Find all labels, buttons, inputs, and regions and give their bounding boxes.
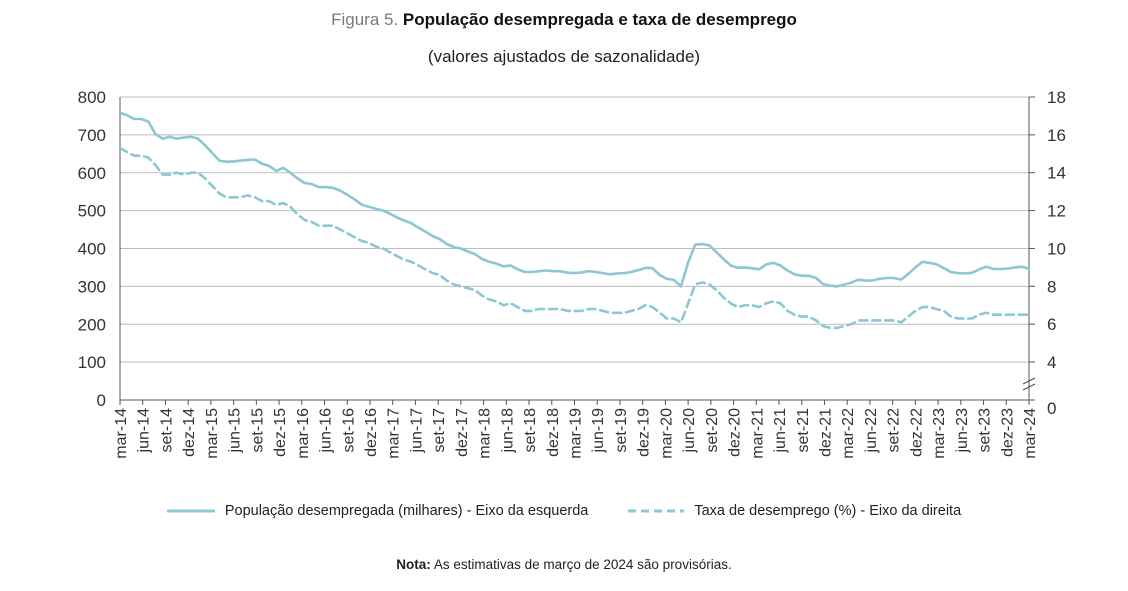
x-tick-label: mar-23 bbox=[931, 408, 948, 459]
x-tick-label: dez-16 bbox=[363, 408, 380, 457]
x-tick-label: set-22 bbox=[886, 408, 903, 453]
series-lines bbox=[118, 111, 1031, 330]
figure-number: Figura 5. bbox=[331, 10, 399, 29]
line-chart: 800 700 600 500 400 300 200 100 0 18 16 14 12 10 8 6 4 0… bbox=[78, 88, 1066, 459]
x-tick-label: set-21 bbox=[795, 408, 812, 453]
footnote-text: As estimativas de março de 2024 são prov… bbox=[433, 557, 732, 572]
left-tick-label: 600 bbox=[78, 164, 106, 183]
right-tick-label: 10 bbox=[1047, 239, 1066, 258]
x-tick-label: jun-22 bbox=[863, 408, 880, 454]
right-tick-label: 16 bbox=[1047, 126, 1066, 145]
chart-subtitle: (valores ajustados de sazonalidade) bbox=[427, 47, 701, 66]
x-tick-label: set-18 bbox=[522, 408, 539, 453]
x-tick-label: dez-18 bbox=[545, 408, 562, 457]
x-tick-label: jun-16 bbox=[318, 408, 335, 454]
legend-label-population: População desempregada (milhares) - Eixo… bbox=[224, 503, 589, 519]
chart-title: Figura 5. População desempregada e taxa … bbox=[0, 10, 1128, 30]
x-tick-label: mar-24 bbox=[1022, 408, 1039, 459]
x-tick-label: mar-15 bbox=[204, 408, 221, 459]
x-tick-label: mar-19 bbox=[568, 408, 585, 459]
x-tick-label: mar-16 bbox=[295, 408, 312, 459]
x-tick-label: jun-14 bbox=[136, 408, 153, 454]
x-tick-label: jun-21 bbox=[772, 408, 789, 454]
right-tick-label: 0 bbox=[1047, 399, 1056, 418]
x-tick-label: mar-21 bbox=[749, 408, 766, 459]
solid-line-swatch bbox=[166, 509, 215, 513]
left-tick-label: 300 bbox=[78, 277, 106, 296]
x-tick-label: jun-18 bbox=[499, 408, 516, 454]
left-tick-label: 100 bbox=[78, 353, 106, 372]
footnote-label: Nota: bbox=[396, 557, 431, 572]
left-tick-label: 700 bbox=[78, 126, 106, 145]
x-tick-label: jun-19 bbox=[590, 408, 607, 454]
series-line-population bbox=[118, 111, 1031, 288]
x-tick-label: jun-17 bbox=[408, 408, 425, 454]
x-tick-label: mar-14 bbox=[113, 408, 130, 459]
x-tick-label: set-15 bbox=[249, 408, 266, 453]
x-axis-ticks: mar-14 jun-14 set-14 dez-14 mar-15 jun-15 set-… bbox=[113, 400, 1039, 459]
legend: População desempregada (milhares) - Eixo… bbox=[0, 503, 1128, 519]
right-tick-label: 18 bbox=[1047, 88, 1066, 107]
x-tick-label: jun-20 bbox=[681, 408, 698, 454]
left-tick-label: 800 bbox=[78, 88, 106, 107]
left-tick-label: 200 bbox=[78, 315, 106, 334]
right-tick-label: 6 bbox=[1047, 315, 1056, 334]
right-tick-label: 8 bbox=[1047, 277, 1056, 296]
legend-item-population: População desempregada (milhares) - Eixo… bbox=[166, 503, 589, 519]
x-tick-label: mar-20 bbox=[658, 408, 675, 459]
x-tick-label: dez-21 bbox=[817, 408, 834, 457]
x-tick-label: dez-19 bbox=[636, 408, 653, 457]
x-tick-label: dez-22 bbox=[908, 408, 925, 457]
legend-item-rate: Taxa de desemprego (%) - Eixo da direita bbox=[628, 503, 961, 519]
axis-break-mark bbox=[1022, 383, 1036, 391]
x-tick-label: jun-23 bbox=[954, 408, 971, 454]
x-tick-label: dez-23 bbox=[999, 408, 1016, 457]
x-tick-label: dez-17 bbox=[454, 408, 471, 457]
axis-break-mark bbox=[1022, 377, 1036, 385]
left-tick-label: 400 bbox=[78, 240, 106, 259]
footnote: Nota: As estimativas de março de 2024 sã… bbox=[0, 557, 1128, 572]
x-tick-label: mar-17 bbox=[386, 408, 403, 459]
x-tick-label: dez-15 bbox=[272, 408, 289, 457]
right-axis-ticks: 18 16 14 12 10 8 6 4 0 bbox=[1029, 88, 1066, 418]
x-tick-label: mar-22 bbox=[840, 408, 857, 459]
x-tick-label: jun-15 bbox=[227, 408, 244, 454]
left-tick-label: 0 bbox=[97, 391, 106, 410]
left-tick-label: 500 bbox=[78, 202, 106, 221]
x-tick-label: set-16 bbox=[340, 408, 357, 453]
x-tick-label: dez-20 bbox=[727, 408, 744, 457]
series-line-rate bbox=[118, 146, 1031, 330]
gridlines bbox=[120, 96, 1029, 363]
x-tick-label: set-14 bbox=[158, 408, 175, 453]
figure-title: População desempregada e taxa de desempr… bbox=[402, 10, 797, 29]
x-tick-label: set-17 bbox=[431, 408, 448, 453]
right-tick-label: 14 bbox=[1047, 164, 1066, 183]
right-tick-label: 12 bbox=[1047, 202, 1066, 221]
left-axis-ticks: 800 700 600 500 400 300 200 100 0 bbox=[78, 88, 106, 410]
right-tick-label: 4 bbox=[1047, 353, 1056, 372]
x-tick-label: set-20 bbox=[704, 408, 721, 453]
x-tick-label: set-19 bbox=[613, 408, 630, 453]
x-tick-label: mar-18 bbox=[477, 408, 494, 459]
x-tick-label: set-23 bbox=[977, 408, 994, 453]
dashed-line-swatch bbox=[628, 509, 685, 513]
legend-label-rate: Taxa de desemprego (%) - Eixo da direita bbox=[694, 503, 962, 519]
x-tick-label: dez-14 bbox=[181, 408, 198, 457]
